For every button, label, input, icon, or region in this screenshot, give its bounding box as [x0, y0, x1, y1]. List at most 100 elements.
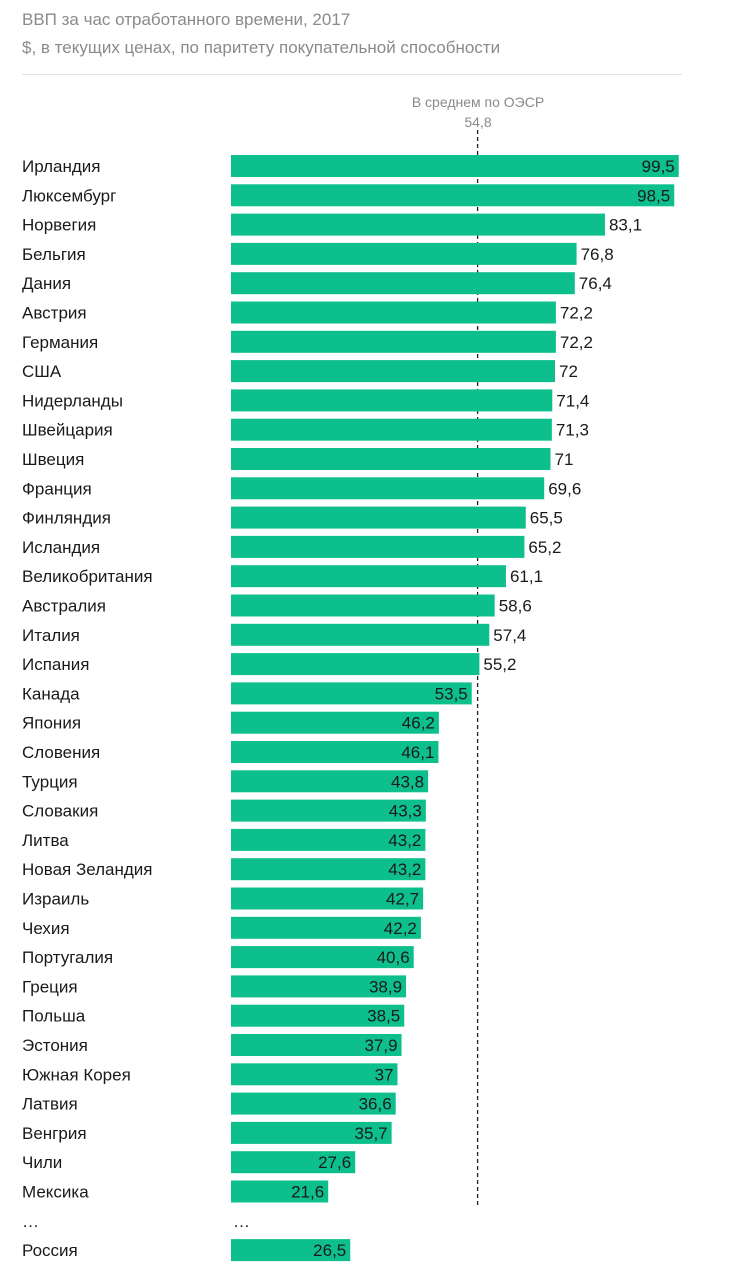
value-label: 38,5 [367, 1007, 400, 1026]
bar [231, 448, 551, 470]
category-label: Литва [22, 831, 69, 850]
value-label: 21,6 [291, 1183, 324, 1202]
category-label: Япония [22, 714, 81, 733]
category-label: … [22, 1212, 39, 1231]
category-label: Люксембург [22, 186, 116, 205]
bar [231, 1151, 356, 1174]
category-label: Венгрия [22, 1124, 87, 1143]
value-label: 43,2 [388, 860, 421, 879]
bar [231, 1092, 396, 1115]
bar [231, 155, 679, 177]
category-label: Чили [22, 1153, 62, 1172]
category-label: Турция [22, 772, 78, 791]
oecd-average-label: В среднем по ОЭСР [411, 94, 545, 110]
bar [231, 272, 575, 295]
category-label: Канада [22, 684, 80, 703]
bar [231, 418, 552, 441]
category-label: Россия [22, 1241, 78, 1260]
bar [231, 213, 605, 236]
category-label: Франция [22, 479, 92, 498]
bar [231, 770, 429, 793]
category-label: США [22, 362, 62, 381]
category-label: Норвегия [22, 216, 96, 235]
bar [231, 565, 506, 588]
oecd-average-value: 54,8 [464, 114, 492, 130]
value-label: 71,3 [556, 421, 589, 440]
category-label: Германия [22, 333, 98, 352]
category-label: Мексика [22, 1183, 89, 1202]
bar [231, 506, 526, 529]
value-label: 38,9 [369, 977, 402, 996]
bar [231, 1239, 351, 1262]
bar [231, 887, 424, 910]
category-label: Словакия [22, 802, 98, 821]
category-label: Швеция [22, 450, 84, 469]
category-label: Греция [22, 977, 78, 996]
bar [231, 682, 472, 705]
bar [231, 330, 556, 353]
category-label: Польша [22, 1007, 86, 1026]
bar [231, 1121, 392, 1144]
bar [231, 360, 555, 383]
value-label: 40,6 [377, 948, 410, 967]
bar [231, 741, 439, 763]
category-label: Новая Зеландия [22, 860, 153, 879]
value-label: 76,8 [581, 245, 614, 264]
bar [231, 594, 495, 617]
category-label: Швейцария [22, 421, 113, 440]
category-label: Австралия [22, 597, 106, 616]
bar [231, 535, 525, 558]
category-label: Израиль [22, 890, 89, 909]
bar [231, 1034, 402, 1056]
value-label: 83,1 [609, 216, 642, 235]
chart-title: ВВП за час отработанного времени, 2017 [22, 10, 351, 29]
value-label: 46,1 [401, 743, 434, 762]
category-label: Великобритания [22, 567, 153, 586]
value-label: 43,3 [389, 802, 422, 821]
value-label: 53,5 [435, 684, 468, 703]
value-label: 42,2 [384, 919, 417, 938]
bar [231, 623, 490, 646]
bar [231, 799, 426, 822]
value-label: 27,6 [318, 1153, 351, 1172]
bar [231, 946, 414, 969]
chart-header: ВВП за час отработанного времени, 2017 $… [22, 8, 500, 60]
oecd-average-annotation: В среднем по ОЭСР 54,8 [412, 92, 544, 132]
value-label: 26,5 [313, 1241, 346, 1260]
bar [231, 975, 407, 998]
bar [231, 1180, 329, 1203]
category-label: Италия [22, 626, 80, 645]
value-label: 98,5 [637, 186, 670, 205]
value-label: 69,6 [548, 479, 581, 498]
value-label: 99,5 [642, 157, 675, 176]
value-label: 35,7 [355, 1124, 388, 1143]
bar [231, 242, 577, 265]
value-label: 61,1 [510, 567, 543, 586]
category-label: Португалия [22, 948, 113, 967]
value-label: 58,6 [499, 597, 532, 616]
value-label: 65,5 [530, 509, 563, 528]
value-label: 55,2 [483, 655, 516, 674]
bar [231, 916, 421, 939]
bar [231, 301, 556, 324]
value-label: 72 [559, 362, 578, 381]
value-label: 71,4 [556, 391, 589, 410]
category-label: Южная Корея [22, 1065, 131, 1084]
category-label: Испания [22, 655, 89, 674]
bar [231, 711, 439, 734]
category-label: Дания [22, 274, 71, 293]
bar [231, 1063, 398, 1086]
category-label: Словения [22, 743, 100, 762]
value-label: 37,9 [364, 1036, 397, 1055]
category-label: Латвия [22, 1095, 78, 1114]
value-label: 43,8 [391, 772, 424, 791]
value-label: 65,2 [528, 538, 561, 557]
bar [231, 477, 545, 500]
category-label: Бельгия [22, 245, 86, 264]
bar [231, 184, 675, 207]
bar [231, 653, 480, 676]
chart-subtitle: $, в текущих ценах, по паритету покупате… [22, 38, 501, 57]
bar [231, 828, 426, 851]
value-label: 71 [555, 450, 574, 469]
